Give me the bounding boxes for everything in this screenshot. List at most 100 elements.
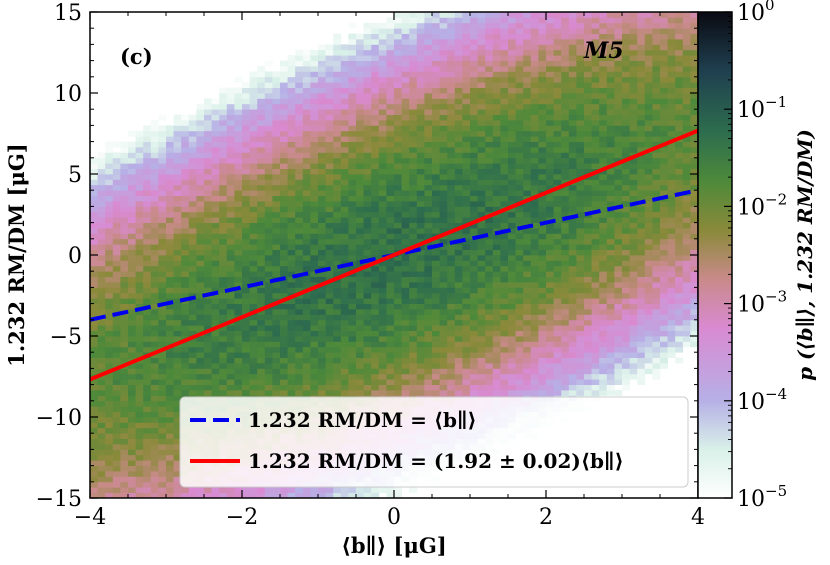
heatmap-cell [325,71,334,78]
heatmap-cell [515,179,524,186]
heatmap-cell [401,228,410,234]
heatmap-cell [211,201,220,207]
heatmap-cell [280,287,288,294]
heatmap-cell [143,379,152,385]
heatmap-cell [394,298,402,304]
heatmap-cell [196,363,205,369]
heatmap-cell [97,195,106,202]
heatmap-cell [333,357,342,364]
heatmap-cell [492,222,501,229]
heatmap-cell [280,217,288,223]
heatmap-cell [150,400,159,407]
heatmap-cell [508,265,516,272]
heatmap-cell [515,157,524,164]
heatmap-cell [264,163,273,169]
heatmap-cell [135,282,144,288]
heatmap-cell [348,276,357,283]
heatmap-cell [454,314,463,321]
heatmap-cell [211,357,220,364]
heatmap-cell [295,71,304,78]
heatmap-cell [219,346,228,353]
heatmap-cell [348,201,357,207]
heatmap-cell [295,60,304,67]
heatmap-cell [378,55,387,61]
heatmap-cell [226,157,235,164]
heatmap-cell [409,168,418,175]
heatmap-cell [416,87,425,94]
heatmap-cell [500,384,509,391]
heatmap-cell [120,303,129,310]
heatmap-cell [363,163,372,169]
heatmap-cell [515,357,524,364]
heatmap-cell [166,174,174,180]
heatmap-cell [166,292,174,299]
heatmap-cell [538,346,547,353]
heatmap-cell [401,276,410,283]
heatmap-cell [257,363,266,369]
heatmap-cell [105,400,114,407]
heatmap-cell [112,184,121,191]
heatmap-cell [530,319,539,326]
heatmap-cell [143,233,152,240]
heatmap-cell [135,487,144,493]
heatmap-cell [226,249,235,256]
heatmap-cell [340,314,349,321]
heatmap-cell [508,228,516,234]
heatmap-cell [371,282,380,288]
heatmap-cell [348,314,357,321]
heatmap-cell [394,244,402,250]
heatmap-cell [561,373,570,380]
heatmap-cell [416,93,425,99]
heatmap-cell [470,195,478,202]
heatmap-cell [166,422,174,429]
heatmap-cell [204,228,212,234]
heatmap-cell [340,341,349,348]
heatmap-cell [318,287,326,294]
heatmap-cell [264,206,273,213]
heatmap-cell [515,336,524,342]
heatmap-cell [561,33,570,40]
heatmap-cell [401,287,410,294]
heatmap-cell [325,130,334,137]
heatmap-cell [158,438,167,445]
heatmap-cell [120,147,129,153]
heatmap-cell [166,276,174,283]
heatmap-cell [143,217,152,223]
heatmap-cell [424,12,433,18]
heatmap-cell [105,249,114,256]
heatmap-cell [485,341,494,348]
heatmap-cell [333,379,342,385]
heatmap-cell [523,314,532,321]
heatmap-cell [173,184,182,191]
heatmap-cell [143,471,152,477]
heatmap-cell [386,319,395,326]
heatmap-cell [272,103,281,110]
heatmap-cell [234,309,243,315]
heatmap-cell [287,309,296,315]
heatmap-cell [454,28,463,34]
heatmap-cell [97,465,106,472]
heatmap-cell [234,184,243,191]
heatmap-cell [492,346,501,353]
heatmap-cell [538,271,547,277]
heatmap-cell [409,373,418,380]
heatmap-cell [553,114,562,121]
heatmap-cell [432,276,440,283]
heatmap-cell [416,12,425,18]
heatmap-cell [363,190,372,196]
heatmap-cell [181,222,190,229]
heatmap-cell [424,309,433,315]
heatmap-cell [135,325,144,331]
heatmap-cell [234,141,243,148]
heatmap-cell [515,390,524,396]
heatmap-cell [264,190,273,196]
heatmap-cell [515,346,524,353]
heatmap-cell [158,336,167,342]
heatmap-cell [105,201,114,207]
heatmap-cell [492,287,501,294]
heatmap-cell [257,76,266,83]
heatmap-cell [530,298,539,304]
heatmap-cell [242,114,250,121]
heatmap-cell [97,390,106,396]
heatmap-cell [325,379,334,385]
